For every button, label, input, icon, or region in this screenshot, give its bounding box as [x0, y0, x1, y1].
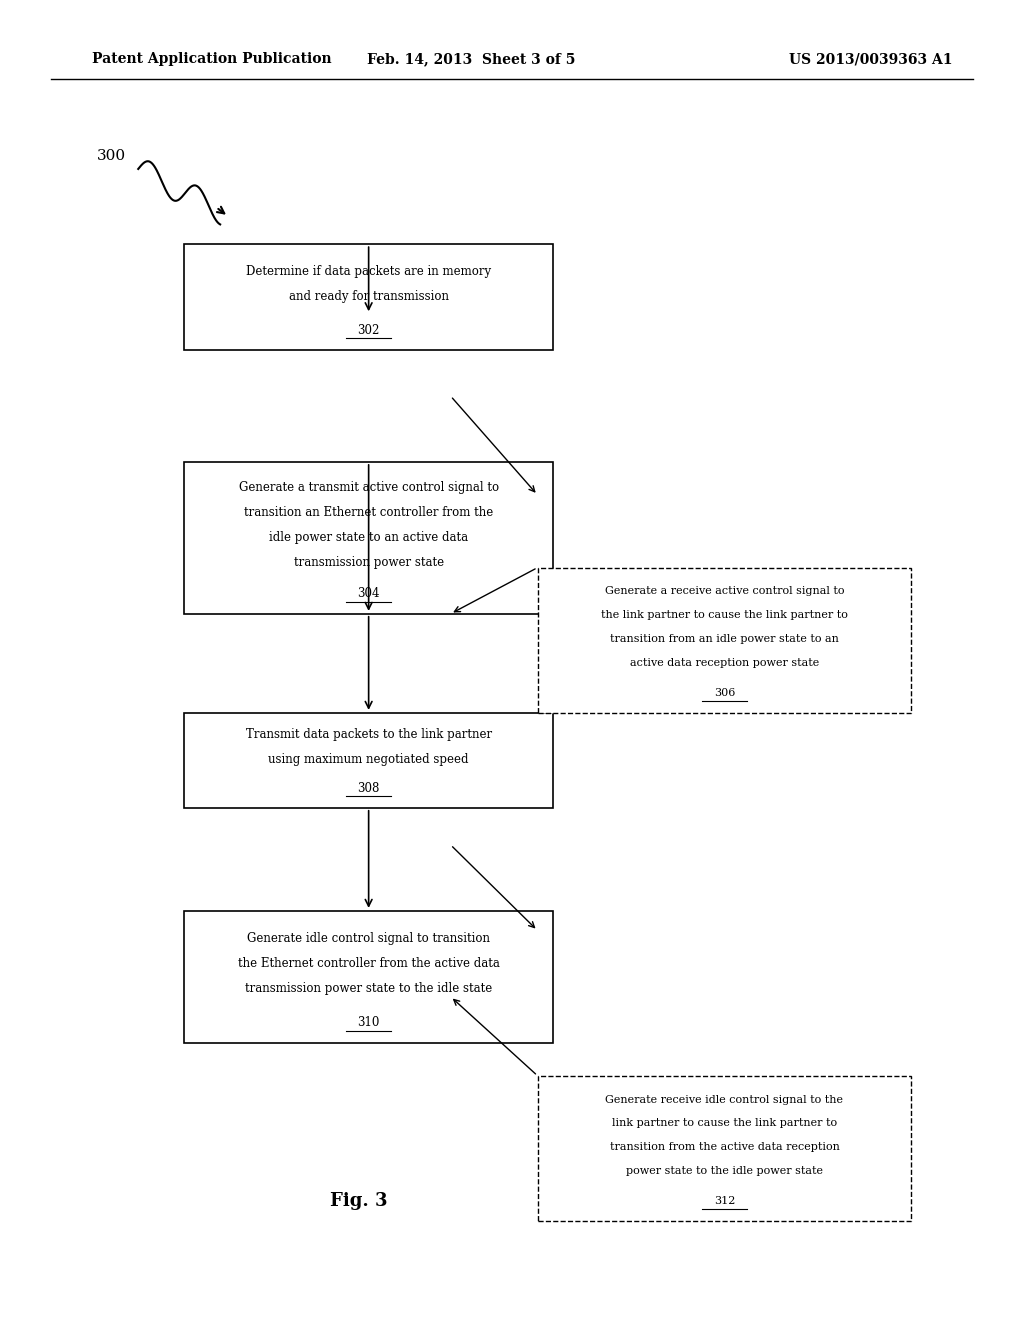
Text: Generate receive idle control signal to the: Generate receive idle control signal to …: [605, 1094, 844, 1105]
Text: the link partner to cause the link partner to: the link partner to cause the link partn…: [601, 610, 848, 620]
FancyBboxPatch shape: [184, 462, 553, 614]
Text: 304: 304: [357, 587, 380, 601]
Text: 312: 312: [714, 1196, 735, 1206]
Text: 306: 306: [714, 688, 735, 698]
Text: Generate a transmit active control signal to: Generate a transmit active control signa…: [239, 480, 499, 494]
Text: idle power state to an active data: idle power state to an active data: [269, 531, 468, 544]
Text: 310: 310: [357, 1016, 380, 1030]
Text: transmission power state to the idle state: transmission power state to the idle sta…: [245, 982, 493, 995]
Text: transition an Ethernet controller from the: transition an Ethernet controller from t…: [244, 506, 494, 519]
Text: transition from the active data reception: transition from the active data receptio…: [609, 1142, 840, 1152]
Text: active data reception power state: active data reception power state: [630, 657, 819, 668]
Text: 300: 300: [97, 149, 126, 162]
Text: Generate idle control signal to transition: Generate idle control signal to transiti…: [247, 932, 490, 945]
Text: Generate a receive active control signal to: Generate a receive active control signal…: [605, 586, 844, 597]
Text: US 2013/0039363 A1: US 2013/0039363 A1: [788, 53, 952, 66]
Text: transition from an idle power state to an: transition from an idle power state to a…: [610, 634, 839, 644]
Text: Patent Application Publication: Patent Application Publication: [92, 53, 332, 66]
Text: Feb. 14, 2013  Sheet 3 of 5: Feb. 14, 2013 Sheet 3 of 5: [367, 53, 575, 66]
FancyBboxPatch shape: [538, 568, 911, 713]
Text: Transmit data packets to the link partner: Transmit data packets to the link partne…: [246, 729, 492, 741]
FancyBboxPatch shape: [184, 244, 553, 350]
FancyBboxPatch shape: [184, 713, 553, 808]
Text: transmission power state: transmission power state: [294, 556, 443, 569]
Text: the Ethernet controller from the active data: the Ethernet controller from the active …: [238, 957, 500, 970]
FancyBboxPatch shape: [184, 911, 553, 1043]
Text: 302: 302: [357, 323, 380, 337]
Text: Determine if data packets are in memory: Determine if data packets are in memory: [246, 265, 492, 277]
Text: power state to the idle power state: power state to the idle power state: [626, 1166, 823, 1176]
Text: 308: 308: [357, 781, 380, 795]
Text: and ready for transmission: and ready for transmission: [289, 290, 449, 302]
Text: Fig. 3: Fig. 3: [330, 1192, 387, 1210]
Text: using maximum negotiated speed: using maximum negotiated speed: [268, 754, 469, 766]
Text: link partner to cause the link partner to: link partner to cause the link partner t…: [612, 1118, 837, 1129]
FancyBboxPatch shape: [538, 1076, 911, 1221]
